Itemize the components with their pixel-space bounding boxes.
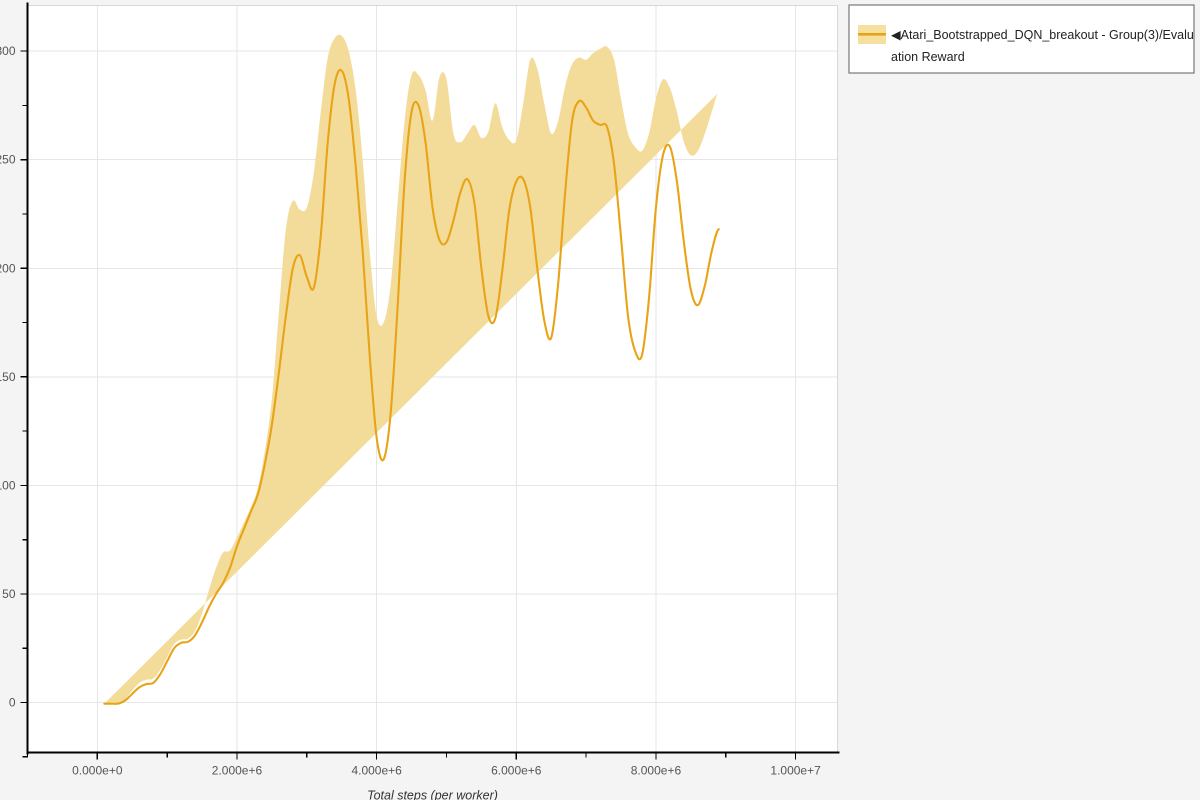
y-tick-label-1: 50 [2,587,16,601]
y-tick-label-0: 0 [9,696,16,710]
x-tick-label-5: 1.000e+7 [770,764,821,778]
x-tick-label-2: 4.000e+6 [351,764,402,778]
y-tick-label-4: 200 [0,261,16,275]
y-tick-label-2: 100 [0,478,16,492]
legend-box [848,4,1195,74]
y-tick-label-6: 300 [0,44,16,58]
x-axis-title: Total steps (per worker) [367,789,498,800]
mean-line-0 [103,68,720,705]
x-tick-labels: 0.000e+0 2.000e+6 4.000e+6 6.000e+6 8.000e+6… [72,764,821,778]
x-tick-label-1: 2.000e+6 [212,764,263,778]
plot-background [27,5,838,753]
legend-label-line1: ◀Atari_Bootstrapped_DQN_breakout - Group… [891,28,1194,42]
y-tick-labels: 0 50 100 150 200 250 300 [0,44,16,709]
y-tick-label-3: 150 [0,370,16,384]
series-line [103,68,720,705]
legend-line-swatch [858,33,886,36]
x-tick-label-4: 8.000e+6 [631,764,682,778]
legend-label-line2: ation Reward [891,50,965,64]
x-tick-label-0: 0.000e+0 [72,764,123,778]
chart-legend[interactable]: ◀Atari_Bootstrapped_DQN_breakout - Group… [848,4,1195,74]
y-tick-label-5: 250 [0,153,16,167]
x-tick-label-3: 6.000e+6 [491,764,542,778]
axes [20,2,840,760]
